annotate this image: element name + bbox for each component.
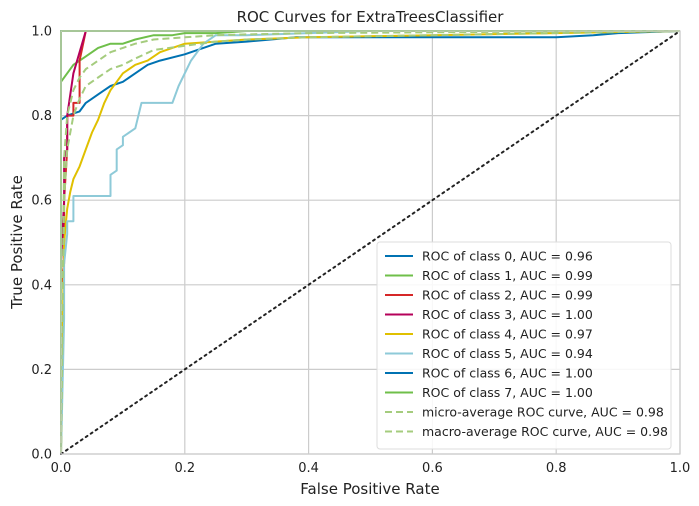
legend-box — [376, 241, 672, 450]
x-tick-label: 0.6 — [422, 461, 443, 476]
chance-diagonal-line — [60, 30, 681, 455]
legend-label: ROC of class 6, AUC = 1.00 — [422, 366, 593, 381]
grid — [60, 30, 681, 455]
plot-frame — [60, 30, 681, 455]
x-axis-label: False Positive Rate — [300, 480, 439, 498]
legend-label: ROC of class 2, AUC = 0.99 — [422, 288, 593, 303]
x-tick-label: 0.0 — [51, 461, 72, 476]
y-tick-label: 0.6 — [31, 194, 52, 209]
x-tick-label: 1.0 — [670, 461, 691, 476]
y-axis-label: True Positive Rate — [8, 175, 26, 310]
y-tick-label: 1.0 — [31, 25, 52, 40]
roc-curve-series-8 — [60, 30, 681, 455]
legend-label: macro-average ROC curve, AUC = 0.98 — [422, 424, 668, 439]
y-tick-label: 0.8 — [31, 109, 52, 124]
x-tick-label: 0.4 — [298, 461, 319, 476]
x-tick-label: 0.8 — [546, 461, 567, 476]
x-tick-label: 0.2 — [174, 461, 195, 476]
roc-curve-series-0 — [60, 30, 681, 454]
legend-label: ROC of class 7, AUC = 1.00 — [422, 385, 593, 400]
legend-label: ROC of class 5, AUC = 0.94 — [422, 346, 593, 361]
legend-label: ROC of class 4, AUC = 0.97 — [422, 327, 593, 342]
legend-label: ROC of class 3, AUC = 1.00 — [422, 307, 593, 322]
legend-label: ROC of class 0, AUC = 0.96 — [422, 249, 593, 264]
tick-labels: 0.0 0.2 0.4 0.6 0.8 1.0 0.0 0.2 0.4 0.6 0.8 1.0 — [31, 25, 690, 477]
roc-curve-series-5 — [60, 30, 680, 455]
legend: ROC of class 0, AUC = 0.96 ROC of class 1… — [376, 241, 672, 450]
y-tick-label: 0.2 — [31, 363, 52, 378]
y-tick-label: 0.4 — [31, 278, 52, 293]
legend-label: ROC of class 1, AUC = 0.99 — [422, 268, 593, 283]
y-tick-label: 0.0 — [31, 448, 52, 463]
chart-title: ROC Curves for ExtraTreesClassifier — [237, 8, 505, 26]
roc-curve-series-9 — [60, 30, 681, 455]
legend-label: micro-average ROC curve, AUC = 0.98 — [422, 405, 664, 420]
